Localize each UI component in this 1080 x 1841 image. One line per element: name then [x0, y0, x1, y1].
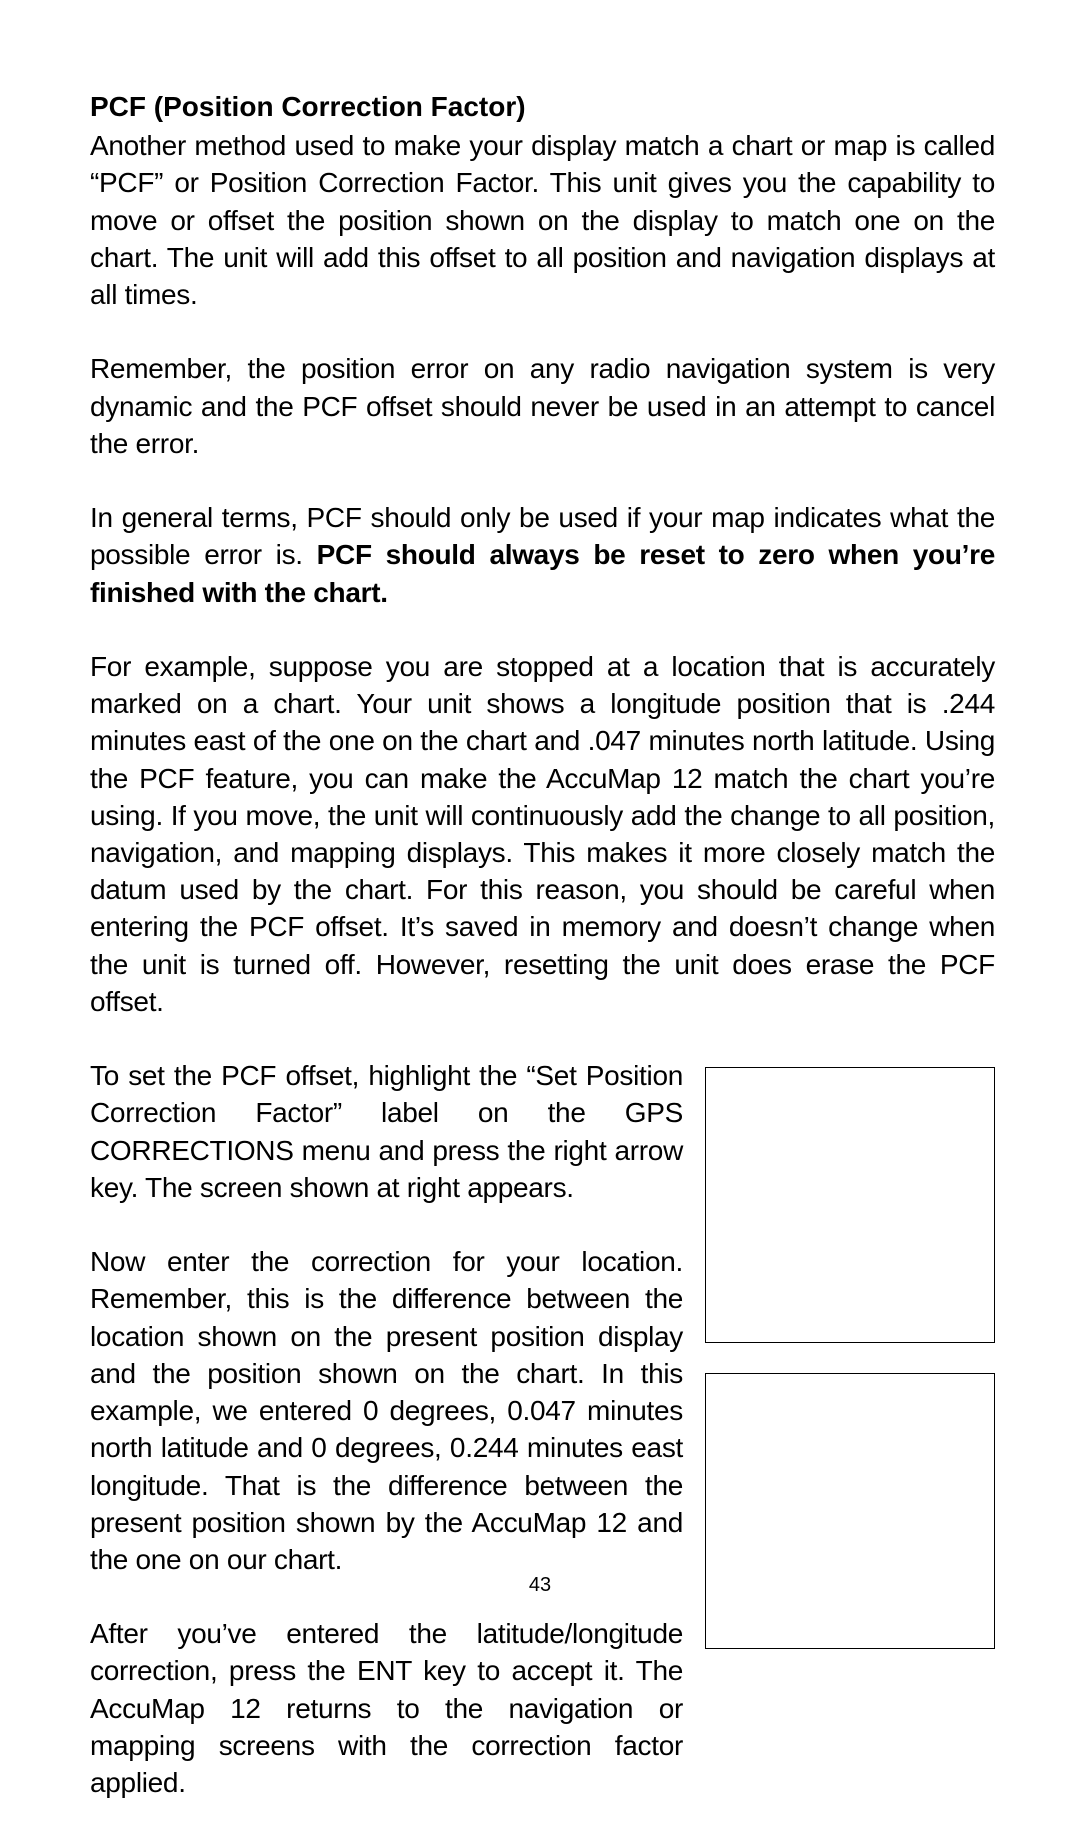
- bottom-section: To set the PCF offset, highlight the “Se…: [90, 1057, 995, 1801]
- paragraph-1: Another method used to make your display…: [90, 127, 995, 313]
- figure-column: [705, 1057, 995, 1649]
- paragraph-4: For example, suppose you are stopped at …: [90, 648, 995, 1020]
- paragraph-2: Remember, the position error on any radi…: [90, 350, 995, 462]
- paragraph-3: In general terms, PCF should only be use…: [90, 499, 995, 611]
- page-number: 43: [0, 1574, 1080, 1597]
- figure-box-2: [705, 1373, 995, 1649]
- paragraph-7: After you’ve entered the latitude/longit…: [90, 1615, 683, 1801]
- section-heading: PCF (Position Correction Factor): [90, 88, 995, 125]
- figure-box-1: [705, 1067, 995, 1343]
- text-column: To set the PCF offset, highlight the “Se…: [90, 1057, 683, 1801]
- document-page: PCF (Position Correction Factor) Another…: [0, 0, 1080, 1841]
- paragraph-6: Now enter the correction for your locati…: [90, 1243, 683, 1578]
- paragraph-5: To set the PCF offset, highlight the “Se…: [90, 1057, 683, 1206]
